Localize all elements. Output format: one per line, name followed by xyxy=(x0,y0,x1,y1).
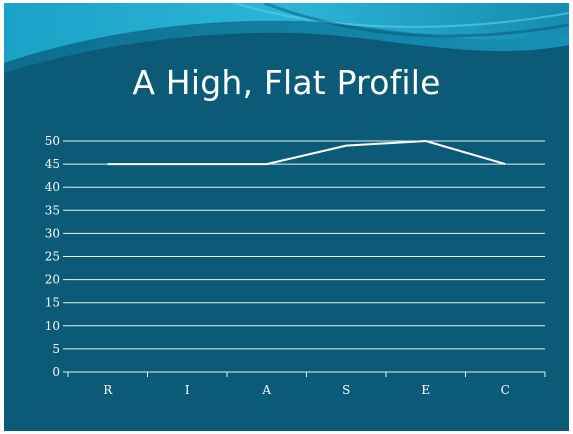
y-tick-label-50: 50 xyxy=(45,134,60,148)
series-lines xyxy=(107,140,506,166)
y-tick-label-5: 5 xyxy=(52,342,60,356)
y-tick-label-20: 20 xyxy=(45,273,60,287)
header-wave-decoration xyxy=(4,3,569,73)
series-line-0 xyxy=(107,140,506,166)
y-tick-label-10: 10 xyxy=(45,319,60,333)
x-tick-label-I: I xyxy=(185,383,190,397)
y-tick-label-40: 40 xyxy=(45,180,60,194)
x-tick-label-C: C xyxy=(501,383,510,397)
y-tick-label-30: 30 xyxy=(45,226,60,240)
y-tick-label-15: 15 xyxy=(45,296,60,310)
slide-title: A High, Flat Profile xyxy=(132,63,441,102)
y-tick-label-45: 45 xyxy=(45,157,60,171)
line-chart: 0 5 10 15 20 25 30 35 40 45 50 R I A S E C xyxy=(45,134,546,397)
y-tick-label-25: 25 xyxy=(45,250,60,264)
x-tick-label-R: R xyxy=(103,383,113,397)
x-tick-label-A: A xyxy=(261,383,271,397)
y-axis-tick-labels: 0 5 10 15 20 25 30 35 40 45 50 xyxy=(45,134,60,379)
y-tick-label-35: 35 xyxy=(45,203,60,217)
slide: A High, Flat Profile 0 5 10 15 20 25 30 35 40 45 5… xyxy=(4,3,569,431)
grid-lines xyxy=(63,140,546,377)
x-tick-label-S: S xyxy=(342,383,350,397)
x-tick-label-E: E xyxy=(421,383,430,397)
y-tick-label-0: 0 xyxy=(52,365,60,379)
